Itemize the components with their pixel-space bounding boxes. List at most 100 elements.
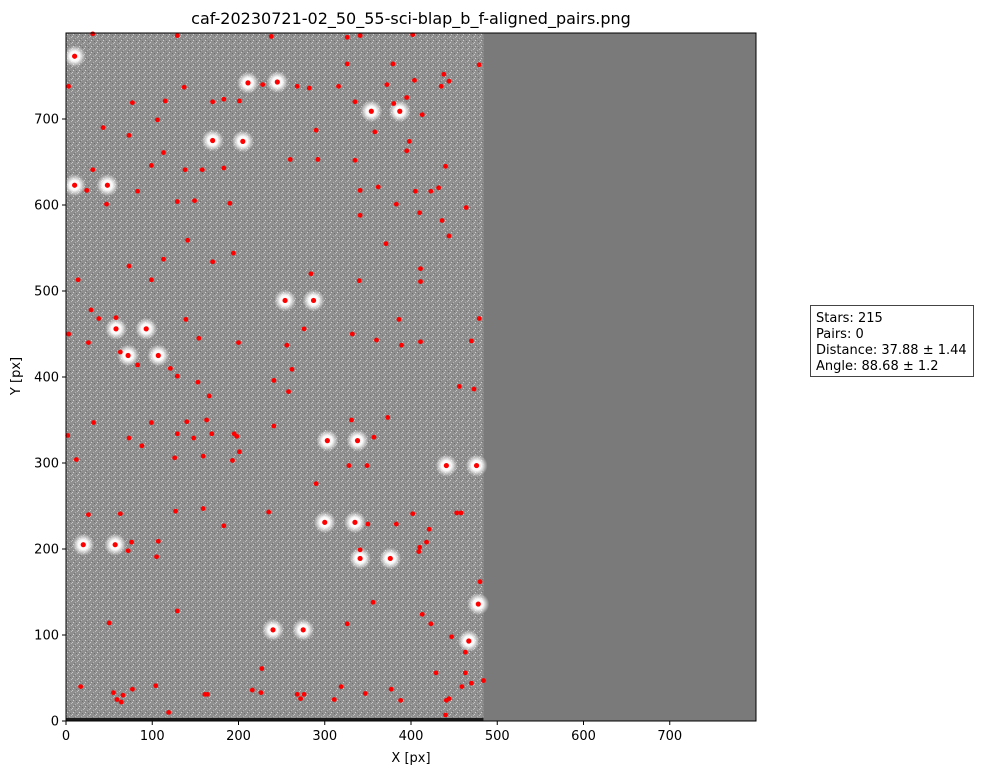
star-marker-93 — [418, 339, 423, 345]
star-marker-55 — [412, 188, 418, 194]
star-marker-144 — [154, 554, 159, 560]
star-marker-17 — [438, 83, 444, 89]
star-marker-178 — [446, 696, 452, 702]
star-marker-148 — [370, 599, 376, 605]
star-marker-24 — [412, 77, 417, 83]
star-marker-117 — [234, 433, 240, 439]
star-marker-138 — [365, 521, 371, 527]
bright-star-marker-2 — [274, 79, 280, 85]
star-marker-81 — [396, 316, 402, 322]
angle-value: Angle: 88.68 ± 1.2 — [816, 359, 939, 374]
star-marker-71 — [308, 271, 314, 277]
star-marker-180 — [462, 670, 468, 676]
star-marker-160 — [130, 686, 135, 692]
star-marker-111 — [184, 419, 190, 425]
star-marker-54 — [393, 201, 399, 207]
star-marker-11 — [294, 83, 300, 89]
star-marker-106 — [126, 435, 132, 441]
star-marker-52 — [357, 187, 363, 193]
star-marker-13 — [336, 83, 341, 89]
bright-star-marker-10 — [310, 297, 317, 304]
star-marker-82 — [476, 316, 482, 321]
star-marker-151 — [344, 621, 350, 627]
star-marker-75 — [88, 307, 94, 313]
star-marker-153 — [449, 634, 454, 640]
star-marker-103 — [65, 433, 71, 438]
star-marker-108 — [148, 420, 154, 425]
bright-star-marker-6 — [240, 138, 246, 144]
star-marker-171 — [331, 697, 337, 702]
star-marker-66 — [126, 263, 132, 269]
star-marker-168 — [294, 691, 300, 697]
star-marker-84 — [66, 331, 71, 337]
star-marker-18 — [130, 100, 135, 106]
bright-star-marker-19 — [322, 519, 328, 525]
x-tick-label-500: 500 — [485, 729, 510, 744]
star-marker-118 — [230, 458, 235, 463]
star-marker-149 — [419, 611, 425, 617]
star-marker-6 — [476, 62, 482, 68]
star-marker-77 — [113, 315, 119, 321]
star-marker-15 — [441, 71, 447, 77]
star-marker-80 — [349, 331, 355, 337]
star-marker-39 — [199, 167, 205, 173]
star-marker-1 — [174, 33, 180, 38]
star-marker-83 — [468, 338, 474, 344]
bright-star-marker-4 — [397, 108, 403, 114]
bright-star-marker-26 — [300, 627, 306, 633]
star-marker-134 — [173, 508, 178, 514]
star-marker-112 — [191, 435, 197, 441]
star-marker-67 — [148, 277, 154, 283]
star-marker-72 — [356, 278, 362, 284]
star-marker-130 — [417, 544, 423, 550]
star-marker-124 — [364, 463, 370, 468]
star-marker-140 — [454, 510, 460, 516]
star-marker-57 — [436, 185, 441, 191]
star-marker-162 — [166, 710, 172, 715]
star-marker-96 — [195, 379, 201, 385]
star-marker-85 — [86, 340, 91, 345]
star-marker-133 — [117, 511, 123, 517]
star-marker-60 — [439, 218, 445, 223]
star-marker-176 — [433, 670, 439, 676]
star-marker-157 — [114, 697, 120, 702]
bright-star-marker-7 — [72, 182, 78, 188]
star-marker-35 — [406, 138, 412, 144]
star-marker-19 — [162, 98, 168, 104]
star-marker-107 — [139, 443, 145, 449]
star-marker-92 — [399, 342, 404, 348]
star-field-image — [66, 33, 484, 721]
bright-star-marker-9 — [282, 297, 288, 304]
star-marker-29 — [100, 125, 106, 130]
star-marker-90 — [284, 342, 290, 348]
star-marker-161 — [153, 683, 159, 689]
bright-star-marker-8 — [104, 182, 110, 188]
star-marker-45 — [90, 167, 96, 173]
star-marker-61 — [463, 205, 469, 210]
y-tick-label-600: 600 — [34, 199, 59, 214]
bright-star-marker-24 — [387, 555, 393, 562]
star-marker-154 — [462, 649, 468, 655]
star-marker-172 — [338, 684, 344, 689]
star-marker-143 — [129, 539, 134, 545]
star-marker-65 — [75, 277, 81, 283]
star-marker-36 — [161, 150, 166, 155]
stats-box: Stars: 215 Pairs: 0 Distance: 37.88 ± 1.… — [810, 305, 974, 377]
bright-star-marker-25 — [270, 627, 276, 633]
star-marker-50 — [192, 198, 197, 204]
star-marker-98 — [271, 378, 277, 383]
star-marker-34 — [404, 148, 410, 154]
y-tick-label-700: 700 — [34, 113, 59, 128]
star-marker-20 — [210, 99, 216, 105]
x-tick-label-100: 100 — [140, 729, 165, 744]
star-marker-150 — [428, 621, 434, 627]
star-marker-105 — [91, 420, 96, 425]
star-marker-76 — [96, 316, 102, 321]
star-marker-184 — [443, 712, 448, 718]
star-marker-62 — [446, 233, 452, 239]
star-marker-120 — [271, 423, 277, 429]
star-marker-123 — [346, 463, 352, 468]
star-marker-53 — [375, 184, 381, 190]
star-marker-164 — [205, 691, 210, 697]
x-axis-ticks: 0 100 200 300 400 500 600 700 — [62, 721, 682, 744]
